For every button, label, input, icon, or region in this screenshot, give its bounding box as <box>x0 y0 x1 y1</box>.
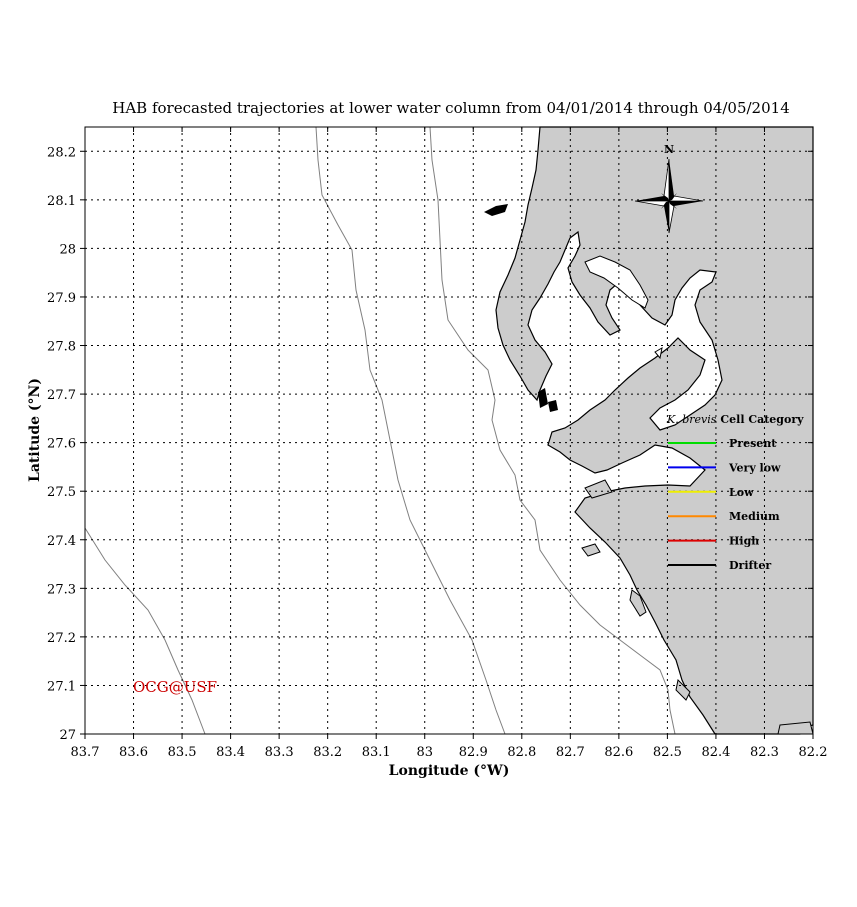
x-tick-label: 82.8 <box>507 745 536 760</box>
legend: K. brevis Cell Category Present Very low Lo… <box>666 413 804 572</box>
plot-frame <box>84 126 814 735</box>
y-axis-ticks: 28.2 28.1 28 27.9 27.8 27.7 27.6 27.5 27.4 27.3 27… <box>47 145 813 743</box>
compass-rose: N <box>634 143 704 234</box>
y-tick-label: 27.1 <box>47 679 76 694</box>
x-tick-label: 83.7 <box>71 745 100 760</box>
isobaths <box>84 126 676 735</box>
credit-label: OCG@USF <box>133 678 217 696</box>
x-tick-label: 83.6 <box>119 745 148 760</box>
y-tick-label: 27 <box>59 728 76 743</box>
land-area <box>484 126 814 735</box>
y-tick-label: 27.9 <box>47 291 76 306</box>
y-axis-title: Latitude (°N) <box>27 378 43 482</box>
x-tick-label: 83 <box>416 745 433 760</box>
x-tick-label: 83.2 <box>313 745 342 760</box>
y-tick-label: 28 <box>59 242 76 257</box>
x-tick-label: 82.5 <box>653 745 682 760</box>
legend-entry-label: Medium <box>729 510 780 523</box>
legend-entry-label: High <box>729 535 759 548</box>
legend-entry-label: Drifter <box>729 559 771 572</box>
x-tick-label: 82.3 <box>750 745 779 760</box>
x-tick-label: 82.7 <box>556 745 585 760</box>
map-title: HAB forecasted trajectories at lower wat… <box>112 99 789 117</box>
y-tick-label: 28.1 <box>47 194 76 209</box>
compass-north-label: N <box>664 143 674 156</box>
y-tick-label: 28.2 <box>47 145 76 160</box>
x-axis-ticks: 83.7 83.6 83.5 83.4 83.3 83.2 83.1 83 82.9 82.8 82… <box>71 127 828 760</box>
y-tick-label: 27.2 <box>47 631 76 646</box>
legend-title: K. brevis Cell Category <box>666 413 804 426</box>
x-tick-label: 82.6 <box>604 745 633 760</box>
y-tick-label: 27.7 <box>47 388 76 403</box>
x-axis-title: Longitude (°W) <box>389 763 510 779</box>
legend-entry-label: Low <box>729 486 754 499</box>
y-tick-label: 27.5 <box>47 485 76 500</box>
x-tick-label: 83.5 <box>168 745 197 760</box>
y-tick-label: 27.3 <box>47 582 76 597</box>
y-tick-label: 27.8 <box>47 340 76 355</box>
legend-entry-label: Very low <box>728 461 781 474</box>
x-tick-label: 83.1 <box>362 745 391 760</box>
x-tick-label: 83.4 <box>216 745 245 760</box>
y-tick-label: 27.4 <box>47 534 76 549</box>
y-tick-label: 27.6 <box>47 437 76 452</box>
legend-entry-label: Present <box>729 437 777 450</box>
x-tick-label: 83.3 <box>265 745 294 760</box>
x-tick-label: 82.4 <box>701 745 730 760</box>
x-tick-label: 82.9 <box>459 745 488 760</box>
x-tick-label: 82.2 <box>799 745 828 760</box>
